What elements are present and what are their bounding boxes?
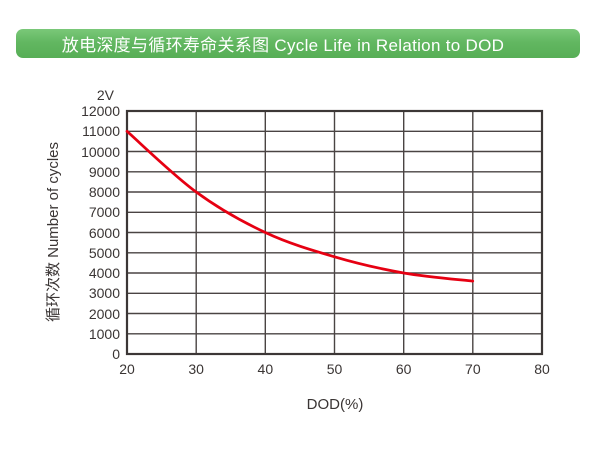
y-tick-label: 9000 xyxy=(88,163,120,180)
y-tick-label: 3000 xyxy=(88,285,120,302)
y-tick-label: 4000 xyxy=(88,265,120,281)
x-tick-label: 40 xyxy=(257,361,274,377)
y-tick-label: 7000 xyxy=(88,204,120,221)
y-tick-label: 10000 xyxy=(81,143,120,160)
cycle-life-curve xyxy=(125,129,475,283)
y-axis-title: 循环次数 Number of cycles xyxy=(45,141,62,323)
grid-lines xyxy=(127,111,542,354)
x-tick-label: 50 xyxy=(326,361,343,377)
x-tick-label: 80 xyxy=(534,361,550,377)
x-tick-label: 60 xyxy=(395,361,412,377)
x-axis-title: DOD(%) xyxy=(306,396,364,413)
y-tick-label: 2000 xyxy=(88,305,120,322)
chart-title: 放电深度与循环寿命关系图 Cycle Life in Relation to D… xyxy=(61,36,505,55)
y-tick-label: 11000 xyxy=(82,123,120,140)
y-tick-label: 5000 xyxy=(88,244,120,261)
x-tick-label: 30 xyxy=(188,361,204,377)
series-voltage-label: 2V xyxy=(96,87,114,103)
y-tick-label: 12000 xyxy=(81,103,120,119)
y-tick-label: 8000 xyxy=(88,184,120,200)
plot-frame xyxy=(125,109,544,356)
y-tick-label: 0 xyxy=(112,346,120,362)
y-tick-label: 1000 xyxy=(88,325,120,342)
chart-title-banner: 放电深度与循环寿命关系图 Cycle Life in Relation to D… xyxy=(16,29,580,58)
x-tick-label: 20 xyxy=(119,361,135,377)
x-tick-label: 70 xyxy=(465,361,481,377)
y-tick-label: 6000 xyxy=(88,224,120,241)
